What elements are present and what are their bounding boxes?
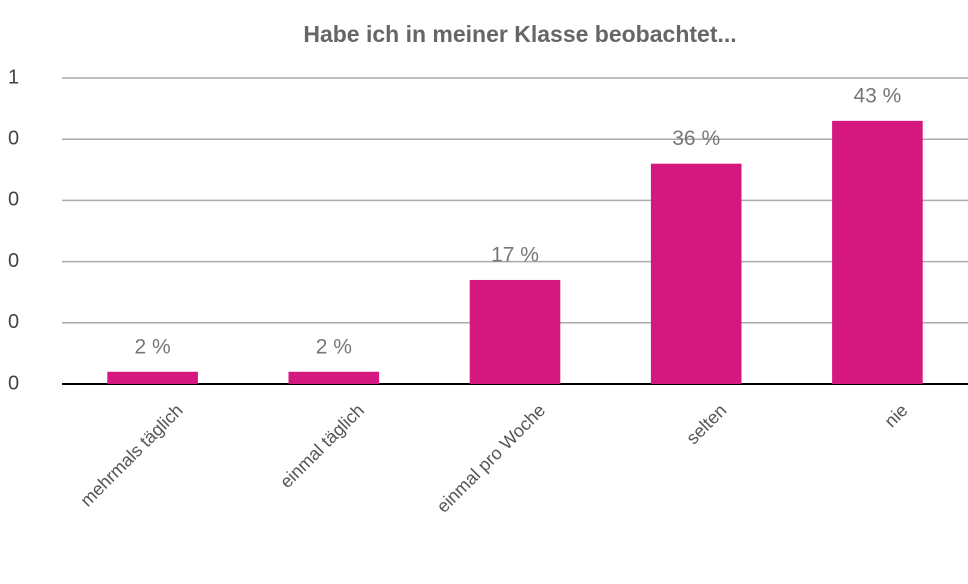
bar	[107, 371, 198, 384]
chart-title: Habe ich in meiner Klasse beobachtet...	[303, 21, 736, 47]
y-tick-label: 0	[8, 250, 19, 272]
x-tick-label: einmal pro Woche	[433, 400, 549, 516]
x-tick-label: nie	[880, 400, 911, 431]
value-label: 36 %	[672, 127, 720, 150]
bar	[650, 163, 742, 384]
x-tick-label: selten	[682, 400, 730, 448]
bar	[469, 279, 561, 384]
y-tick-label: 0	[8, 311, 19, 333]
value-label: 43 %	[853, 84, 901, 107]
y-tick-label: 0	[8, 127, 19, 149]
bar	[832, 120, 923, 384]
x-tick-label: mehrmals täglich	[76, 400, 186, 510]
bar	[288, 371, 380, 384]
x-tick-label: einmal täglich	[276, 400, 368, 492]
y-tick-label: 0	[8, 372, 19, 394]
value-label: 2 %	[135, 335, 171, 358]
value-label: 2 %	[316, 335, 352, 358]
y-tick-label: 1	[8, 66, 19, 88]
value-label: 17 %	[491, 244, 539, 267]
y-tick-label: 0	[8, 189, 19, 211]
